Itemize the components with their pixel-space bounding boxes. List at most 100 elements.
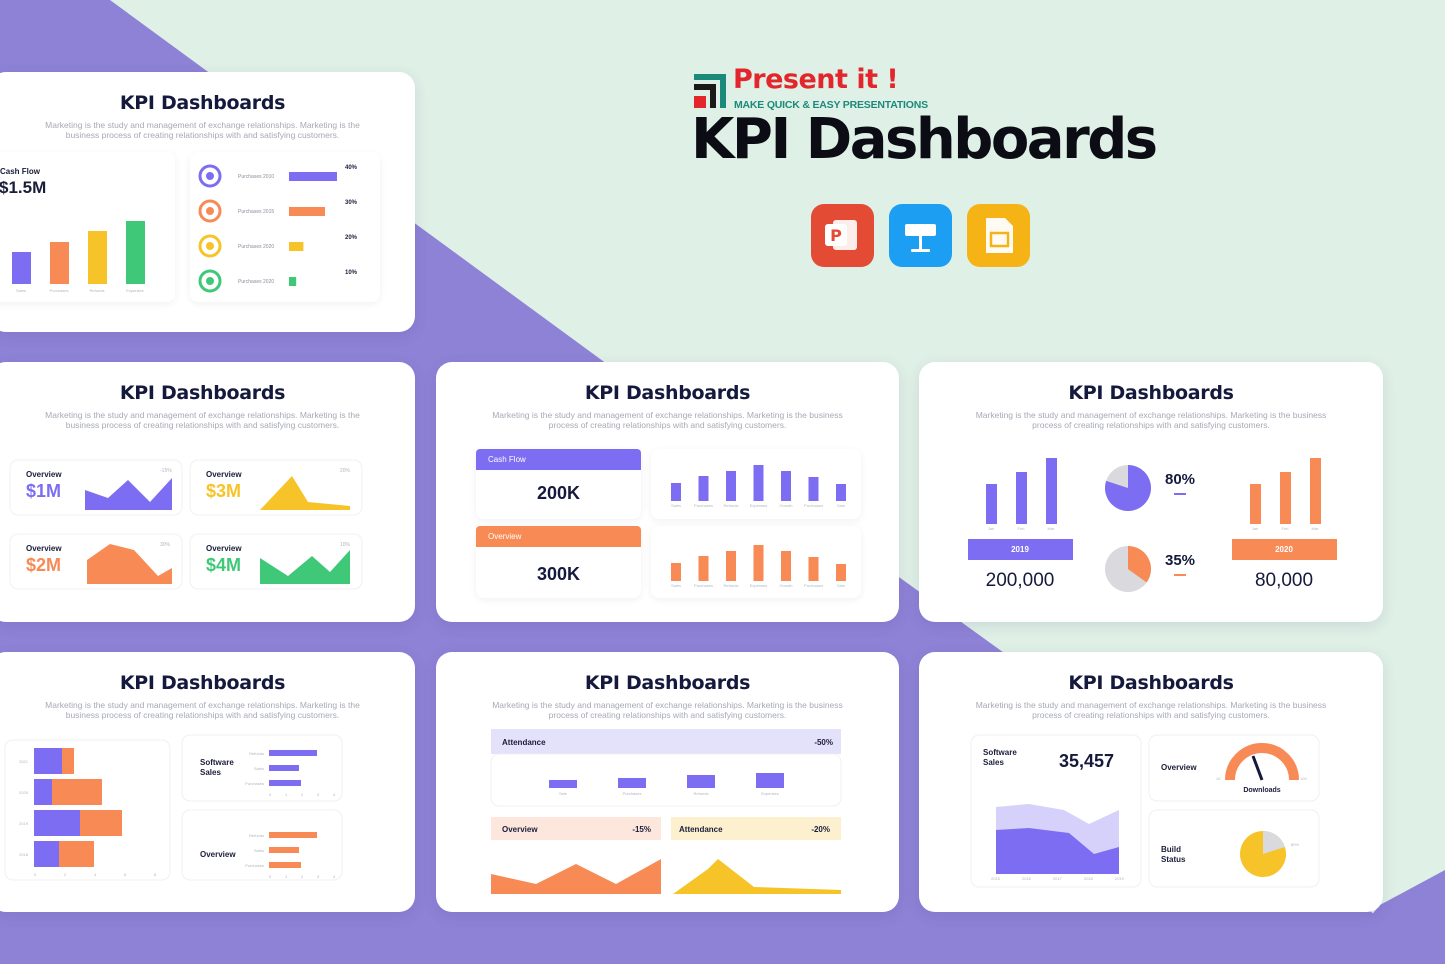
mini-axis: 0 [269,874,272,879]
gauge-needle [1251,755,1264,781]
slide-description: Marketing is the study and management of… [45,410,360,430]
bar-label: Growth [780,503,793,508]
slide-description: Marketing is the study and management of… [492,410,843,430]
software-value: 35,457 [1059,751,1114,771]
slide-cashflow: KPI Dashboards Marketing is the study an… [0,72,415,332]
bar-1 [50,242,69,284]
cashflow-bar-card: Sales Purchases Refunds Expenses Growth Purch… [651,449,861,519]
att-label: Sale [559,791,568,796]
bar-0 [671,563,681,581]
overview-label: Overview [206,470,242,479]
slide-title: KPI Dashboards [584,382,751,404]
slide-stacked: KPI Dashboards Marketing is the study an… [0,652,415,912]
bar-label: Sales [671,503,681,508]
build-label: Build [1161,845,1181,854]
year-bar-label: Feb [1282,526,1290,531]
year-bar-label: Jan [988,526,994,531]
overview-value: $3M [206,481,241,501]
slide-yearly: KPI Dashboards Marketing is the study an… [919,362,1383,622]
year-label: 2018 [1084,876,1094,881]
slide-description: Marketing is the study and management of… [975,410,1327,430]
user-icon [198,234,222,258]
bar-label: Sales [16,288,26,293]
year-bar-label: Feb [1018,526,1026,531]
overview-value: $2M [26,555,61,575]
overview-label: Overview [26,470,62,479]
purchases-rows: Purchases 2010 40% Purchases 2015 30% Purcha… [198,164,358,293]
overview-bar-card: Sales Purchases Refunds Expenses Growth Purch… [651,526,861,598]
year-label: 2019 [1115,876,1125,881]
cashflow-bars: Sales Purchases Refunds Expenses Growth Purch… [671,465,846,508]
stack-label: 2021 [19,759,29,764]
bar-2 [726,471,736,501]
diamond-icon-dot [206,277,214,285]
overview-kpi-value: 300K [536,564,581,584]
build-pct: 80% [1291,842,1299,847]
bar-label: Refunds [90,288,105,293]
slide-software: KPI Dashboards Marketing is the study an… [919,652,1383,912]
logo-icon [694,74,726,108]
bar-3 [126,221,145,284]
attendance2-area [673,859,841,894]
pie-underline [1174,574,1186,576]
stack-label: 2019 [19,821,29,826]
year-header [1232,539,1337,560]
overview-area [491,859,661,894]
bar-label: Purchases [804,583,823,588]
stack-a [34,748,62,774]
cashflow-label: Cash Flow [0,167,41,176]
cashflow-value: $1.5M [0,178,47,197]
mini-label: Sales [254,766,264,771]
attendance-charts: Attendance -50% Sale Purchases Refunds Expens… [490,729,842,894]
att-label: Purchases [623,791,642,796]
mini-axis: 1 [285,792,288,797]
mini-bar [269,765,299,771]
row-label: Purchases 2010 [238,174,274,180]
target-icon-dot [206,172,214,180]
bar-4 [781,471,791,501]
row-pct: 10% [345,270,358,276]
bar-label: Sales [671,583,681,588]
slide-title: KPI Dashboards [119,672,286,694]
mini-label: Sales [254,848,264,853]
slide-title: KPI Dashboards [119,92,286,114]
overview-label: Overview [26,544,62,553]
overview-pct: 20% [340,468,351,474]
slide-title: KPI Dashboards [1068,672,1234,694]
software-label: Software [200,758,234,767]
stack-a [34,810,80,836]
overview-area [85,478,172,510]
slide-overview-areas: KPI Dashboards Marketing is the study an… [0,362,415,622]
att-bar [756,773,784,788]
bar-1 [698,556,709,581]
year-label: 2016 [1022,876,1032,881]
overview-bars: Sales Purchases Refunds Expenses Growth Purch… [671,545,846,588]
slide-cashflow-bars: KPI Dashboards Marketing is the study an… [436,362,899,622]
build-pie-rest [1263,830,1285,854]
target-icon [198,164,222,188]
bar-label: Expenses [750,503,768,508]
hero-title: KPI Dashboards [691,107,1158,172]
attendance2-label: Attendance [679,825,723,834]
overview-mini-card [181,809,343,881]
year-label: 2015 [991,876,1001,881]
att-label: Expenses [761,791,779,796]
slide-description: Marketing is the study and management of… [492,700,843,720]
overview-area-cards: Overview $1M -15% Overview $3M 20% Overview $2M… [9,459,363,590]
year-bar-label: Mar [1048,526,1056,531]
slide-description: Marketing is the study and management of… [45,120,360,140]
bar-label: Refunds [724,583,739,588]
overview-value: $1M [26,481,61,501]
cashflow-bar-chart: Sales Purchases Refunds Expenses [12,221,145,293]
yearly-charts: Jan Feb Mar 2019 200,000 Jan Feb Mar 2020 80,000 8… [968,458,1337,592]
att-label: Refunds [694,791,709,796]
axis-label: 2 [64,872,67,877]
year-label: 2020 [1275,545,1293,554]
mini-bar [269,862,301,868]
gauge-max: 100 [1300,776,1307,781]
att-bar [687,775,715,788]
mini-bar [269,750,317,756]
software-label-2: Sales [200,768,221,777]
row-bar [289,277,297,286]
bar-0 [671,483,681,501]
